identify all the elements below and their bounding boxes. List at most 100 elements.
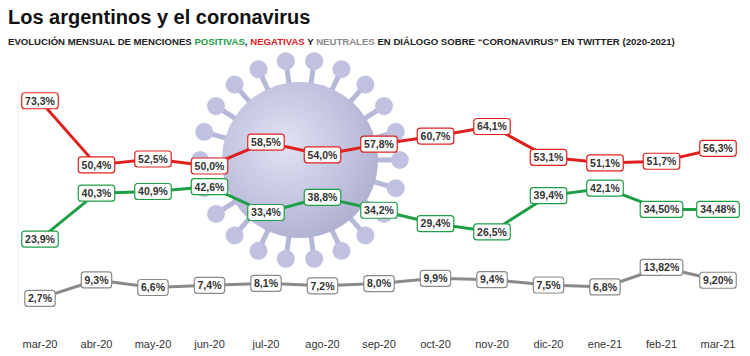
data-label: 7,2% — [311, 280, 336, 292]
data-label: 7,5% — [537, 279, 562, 291]
subtitle-part: Y — [305, 36, 316, 47]
data-label-box — [138, 280, 168, 296]
x-tick-label: ene-21 — [588, 338, 622, 350]
data-label-box — [477, 272, 507, 288]
data-label: 40,9% — [138, 185, 168, 197]
data-label-box — [248, 134, 285, 150]
data-label: 53,1% — [534, 151, 564, 163]
data-labels: 23,9% 40,3% 40,9% 42,6% 33,4% 38,8% 34,2% 29,4%… — [22, 93, 740, 307]
data-label: 73,3% — [25, 95, 55, 107]
data-label: 54,0% — [308, 149, 338, 161]
data-label-box — [248, 204, 285, 220]
data-label: 51,1% — [590, 157, 620, 169]
data-label: 57,8% — [364, 138, 394, 150]
x-tick-label: mar-20 — [23, 338, 58, 350]
data-label: 34,50% — [644, 203, 680, 215]
virus-spike-head — [391, 151, 409, 169]
data-label: 42,1% — [590, 182, 620, 194]
data-label: 9,4% — [480, 273, 505, 285]
data-label: 50,4% — [82, 159, 112, 171]
data-label: 39,4% — [534, 189, 564, 201]
x-tick-label: jun-20 — [193, 338, 225, 350]
title: Los argentinos y el coronavirus — [8, 6, 310, 28]
data-label-box — [194, 277, 224, 293]
data-label-box — [530, 188, 567, 204]
data-label-box — [361, 136, 398, 152]
data-label-box — [643, 153, 680, 169]
data-label-box — [587, 180, 624, 196]
data-label: 8,1% — [254, 277, 279, 289]
data-label: 9,20% — [703, 274, 733, 286]
data-label: 29,4% — [421, 217, 451, 229]
data-label: 33,4% — [251, 206, 281, 218]
data-label-box — [361, 202, 398, 218]
data-label-box — [22, 231, 59, 247]
data-label-box — [417, 128, 454, 144]
virus-spike-head — [332, 242, 350, 260]
data-label-box — [700, 272, 737, 288]
data-label-box — [533, 277, 563, 293]
data-label: 6,8% — [593, 281, 618, 293]
data-label-box — [307, 278, 337, 294]
series-line — [40, 267, 718, 298]
subtitle-part: EN DIÁLOGO SOBRE “CORONAVIRUS” EN TWITTE… — [375, 36, 675, 47]
data-label: 42,6% — [195, 181, 225, 193]
data-label: 40,3% — [82, 187, 112, 199]
y-axis-line — [18, 82, 19, 306]
data-label: 34,48% — [700, 203, 736, 215]
virus-spike-head — [226, 226, 244, 244]
data-label: 60,7% — [421, 130, 451, 142]
data-label-box — [640, 201, 683, 217]
data-label-box — [191, 158, 228, 174]
virus-body — [222, 82, 378, 238]
subtitle-series-word: NEUTRALES — [316, 36, 375, 47]
data-label: 52,5% — [138, 153, 168, 165]
virus-spike-head — [305, 52, 323, 70]
plot-marks — [37, 97, 722, 302]
virus-illustration — [191, 52, 409, 268]
x-tick-label: dic-20 — [534, 338, 564, 350]
data-label: 9,3% — [85, 274, 110, 286]
data-label: 23,9% — [25, 233, 55, 245]
data-label: 38,8% — [308, 191, 338, 203]
virus-spike-head — [332, 60, 350, 78]
x-tick-label: nov-20 — [475, 338, 509, 350]
data-label-box — [530, 149, 567, 165]
x-tick-label: may-20 — [135, 338, 172, 350]
x-tick-label: feb-21 — [646, 338, 677, 350]
x-tick-label: sep-20 — [362, 338, 396, 350]
virus-spike-head — [207, 97, 225, 115]
data-label-box — [191, 179, 228, 195]
x-tick-label: oct-20 — [420, 338, 451, 350]
data-label: 8,0% — [367, 277, 392, 289]
data-label: 34,2% — [364, 204, 394, 216]
data-label: 51,7% — [647, 155, 677, 167]
virus-spike-head — [356, 226, 374, 244]
virus-spike-head — [195, 123, 213, 141]
virus-spike-head — [356, 76, 374, 94]
data-label-box — [78, 157, 115, 173]
data-label-box — [587, 155, 624, 171]
data-label-box — [474, 224, 511, 240]
data-label: 7,4% — [198, 279, 223, 291]
data-label-box — [697, 201, 740, 217]
subtitle-series-word: POSITIVAS — [194, 36, 245, 47]
x-tick-label: ago-20 — [305, 338, 339, 350]
data-label: 13,82% — [644, 261, 680, 273]
data-label-box — [81, 272, 111, 288]
data-label-box — [78, 185, 115, 201]
x-tick-label: jul-20 — [252, 338, 280, 350]
data-label-box — [25, 290, 55, 306]
data-label: 9,9% — [424, 272, 449, 284]
data-label-box — [304, 147, 341, 163]
data-label-box — [420, 270, 450, 286]
data-label-box — [135, 183, 172, 199]
virus-spike-head — [305, 250, 323, 268]
x-tick-label: mar-21 — [701, 338, 736, 350]
x-tick-label: abr-20 — [81, 338, 113, 350]
data-label-box — [22, 93, 59, 109]
data-label-box — [640, 259, 683, 275]
virus-spike-head — [250, 242, 268, 260]
data-label-box — [135, 151, 172, 167]
virus-spike-head — [250, 60, 268, 78]
